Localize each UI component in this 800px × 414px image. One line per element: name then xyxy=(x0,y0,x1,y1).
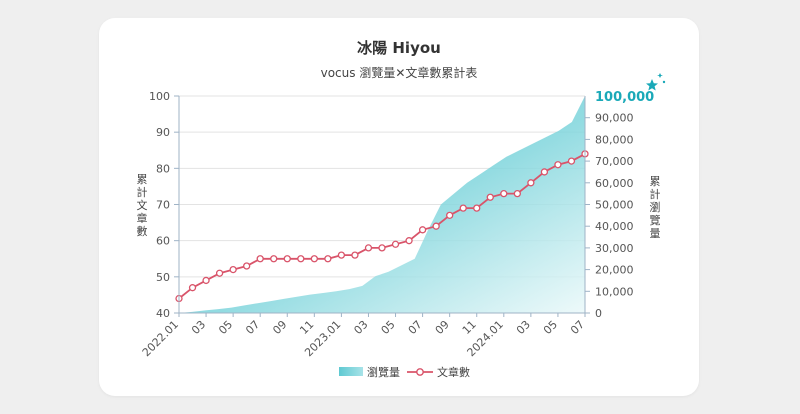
right-tick-label: 20,000 xyxy=(595,264,634,277)
data-point-articles xyxy=(486,193,494,201)
data-point-articles xyxy=(310,255,318,263)
left-tick-label: 100 xyxy=(149,90,170,103)
data-point-articles xyxy=(554,161,562,169)
legend-item-views: 瀏覽量 xyxy=(367,365,400,379)
left-axis-ticks: 40 50 60 70 80 90 100 xyxy=(149,90,179,320)
data-point-articles xyxy=(540,168,549,176)
right-tick-label: 10,000 xyxy=(595,285,634,298)
left-tick-label: 40 xyxy=(156,307,170,320)
data-point-articles xyxy=(378,244,386,252)
data-point-articles xyxy=(351,251,359,259)
x-tick-label: 05 xyxy=(541,318,560,337)
data-point-articles xyxy=(256,255,264,263)
x-tick-label: 05 xyxy=(379,318,398,337)
data-point-articles xyxy=(405,237,413,245)
right-axis-ticks: 0 10,000 20,000 30,000 40,000 50,000 60,000 70,… xyxy=(585,112,634,320)
data-point-articles xyxy=(324,255,332,263)
legend: 瀏覽量 文章數 xyxy=(339,365,470,379)
right-tick-label: 0 xyxy=(595,307,602,320)
x-tick-label: 03 xyxy=(351,318,370,337)
data-point-articles xyxy=(188,284,197,292)
data-point-articles xyxy=(500,189,508,198)
chart-card: 冰陽 Hiyou vocus 瀏覽量✕文章數累計表 40 50 60 70 80 90 10… xyxy=(99,18,699,396)
sparkle-icon xyxy=(646,73,666,91)
right-tick-label: 50,000 xyxy=(595,199,634,212)
data-point-articles xyxy=(283,255,291,263)
right-tick-label: 60,000 xyxy=(595,177,634,190)
data-point-articles xyxy=(513,189,521,198)
right-tick-label: 40,000 xyxy=(595,220,634,233)
data-point-articles xyxy=(202,276,210,285)
x-tick-label: 07 xyxy=(406,318,425,337)
data-point-articles xyxy=(446,211,454,220)
chart-title: 冰陽 Hiyou xyxy=(357,39,441,57)
chart-subtitle: vocus 瀏覽量✕文章數累計表 xyxy=(321,65,478,80)
data-point-articles xyxy=(337,251,346,259)
x-tick-label: 07 xyxy=(243,318,262,337)
legend-item-articles: 文章數 xyxy=(437,365,470,379)
right-tick-label: 30,000 xyxy=(595,242,634,255)
right-tick-label: 90,000 xyxy=(595,112,634,125)
legend-swatch-views xyxy=(339,367,363,376)
x-tick-label: 11 xyxy=(460,318,479,337)
right-tick-label: 70,000 xyxy=(595,155,634,168)
left-axis-label: 累計文章數 xyxy=(137,173,148,238)
data-point-articles xyxy=(391,240,400,248)
x-tick-label: 11 xyxy=(297,318,316,337)
legend-swatch-articles-point xyxy=(416,368,424,376)
x-tick-label: 09 xyxy=(270,318,289,337)
right-axis-max-label: 100,000 xyxy=(595,90,654,105)
x-tick-label: 2022.01 xyxy=(140,318,181,359)
data-point-articles xyxy=(432,222,440,230)
data-point-articles xyxy=(270,255,278,263)
data-point-articles xyxy=(215,269,224,277)
data-point-articles xyxy=(527,179,535,187)
data-point-articles xyxy=(567,157,576,165)
chart-svg: 冰陽 Hiyou vocus 瀏覽量✕文章數累計表 40 50 60 70 80 90 10… xyxy=(137,39,666,379)
data-point-articles xyxy=(229,265,237,274)
data-point-articles xyxy=(418,226,427,234)
x-tick-label: 03 xyxy=(189,318,208,337)
data-point-articles xyxy=(243,262,251,270)
left-tick-label: 50 xyxy=(156,271,170,284)
left-tick-label: 70 xyxy=(156,199,170,212)
data-point-articles xyxy=(473,204,481,212)
left-tick-label: 90 xyxy=(156,126,170,139)
right-tick-label: 80,000 xyxy=(595,133,634,146)
x-tick-label: 05 xyxy=(216,318,235,337)
x-tick-label: 09 xyxy=(433,318,452,337)
data-point-articles xyxy=(364,244,373,252)
right-axis-label: 累計瀏覽量 xyxy=(650,175,661,240)
x-tick-label: 03 xyxy=(514,318,533,337)
left-tick-label: 80 xyxy=(156,162,170,175)
data-point-articles xyxy=(459,204,467,212)
series-views-area xyxy=(179,96,585,313)
data-point-articles xyxy=(297,255,305,263)
x-tick-label: 07 xyxy=(568,318,587,337)
left-tick-label: 60 xyxy=(156,235,170,248)
grid-lines xyxy=(179,95,585,314)
